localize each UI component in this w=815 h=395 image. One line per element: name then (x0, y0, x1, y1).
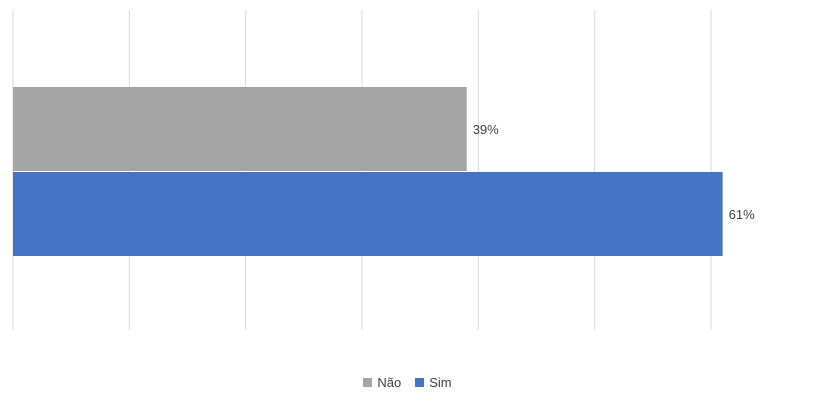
legend-swatch-sim (415, 378, 425, 387)
bar-nao (13, 87, 467, 171)
data-labels: 39% 61% (473, 122, 755, 222)
legend-item-nao: Não (363, 375, 401, 390)
bar-chart-plot: 39% 61% (12, 10, 755, 330)
legend: Não Sim (0, 375, 815, 390)
legend-swatch-nao (363, 378, 373, 387)
legend-label-nao: Não (377, 375, 402, 390)
legend-label-sim: Sim (429, 375, 452, 390)
bar-sim (13, 172, 723, 256)
data-label-nao: 39% (473, 122, 499, 137)
data-label-sim: 61% (729, 207, 755, 222)
legend-item-sim: Sim (415, 375, 452, 390)
bars (13, 87, 723, 256)
